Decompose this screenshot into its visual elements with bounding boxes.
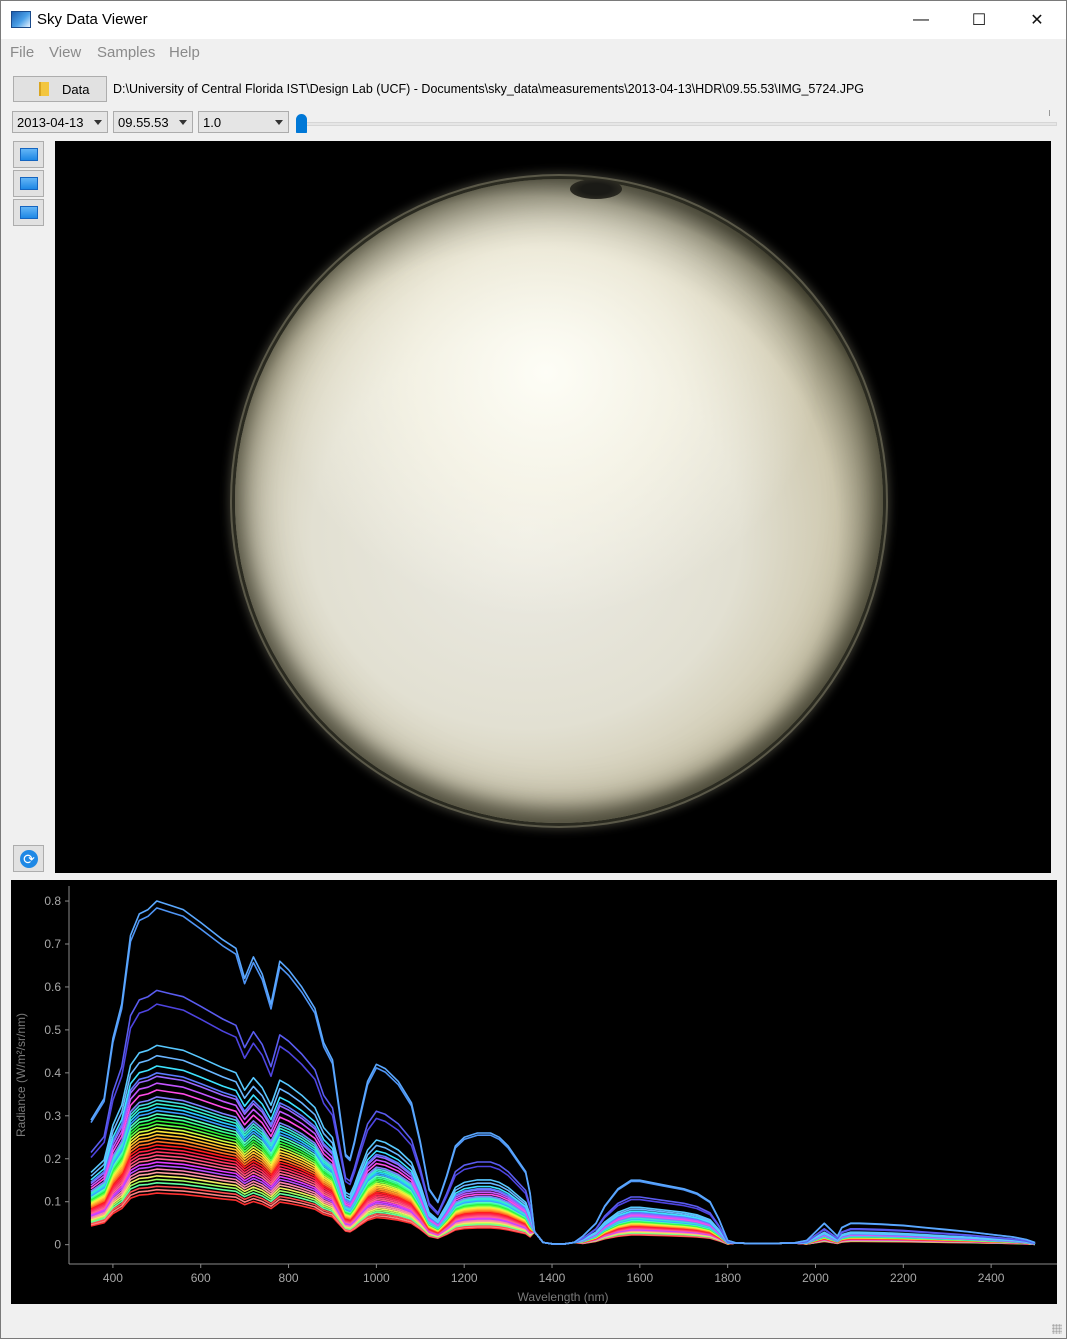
time-select-value: 09.55.53 (118, 115, 169, 130)
exposure-slider-track[interactable] (297, 122, 1057, 126)
screen-icon (20, 177, 38, 190)
view-button-1[interactable] (13, 141, 44, 168)
fisheye-sky-image (235, 179, 883, 823)
x-tick-label: 1000 (363, 1271, 390, 1285)
spectrum-series-line (90, 1003, 1036, 1245)
sensor-dome-marker (570, 179, 622, 199)
x-tick-label: 2200 (890, 1271, 917, 1285)
folder-icon (39, 82, 49, 96)
spectral-radiance-chart[interactable]: 0 0.1 0.2 0.3 0.4 0.5 0.6 0.7 0.8 400 600 800 1000 12… (11, 880, 1057, 1304)
chart-svg: 0 0.1 0.2 0.3 0.4 0.5 0.6 0.7 0.8 400 600 800 1000 12… (14, 886, 1057, 1304)
x-tick-label: 1200 (451, 1271, 478, 1285)
sky-app-icon (11, 11, 31, 28)
y-tick-label: 0.3 (44, 1109, 61, 1123)
spectrum-series-line (90, 900, 1036, 1245)
y-tick-label: 0.5 (44, 1023, 61, 1037)
menu-bar: File View Samples Help (1, 41, 1066, 63)
spectrum-series-line (90, 989, 1036, 1245)
x-tick-label: 1400 (539, 1271, 566, 1285)
menu-samples[interactable]: Samples (97, 44, 156, 61)
y-tick-label: 0.4 (44, 1066, 61, 1080)
refresh-icon: ⟳ (20, 850, 38, 868)
x-tick-label: 800 (279, 1271, 299, 1285)
exposure-select-value: 1.0 (203, 115, 222, 130)
menu-help[interactable]: Help (169, 44, 200, 61)
chevron-down-icon (94, 120, 102, 125)
title-bar: Sky Data Viewer — ☐ ✕ (1, 1, 1066, 39)
exposure-slider-thumb[interactable] (296, 114, 307, 133)
spectrum-series-line (90, 1133, 1036, 1245)
data-button-label: Data (62, 81, 90, 97)
time-select[interactable]: 09.55.53 (113, 111, 193, 133)
x-tick-label: 1600 (626, 1271, 653, 1285)
spectrum-series-line (90, 1140, 1036, 1245)
view-button-3[interactable] (13, 199, 44, 226)
spectrum-series-line (90, 1044, 1036, 1245)
close-button[interactable]: ✕ (1030, 12, 1044, 29)
view-button-2[interactable] (13, 170, 44, 197)
sky-image-view[interactable] (55, 141, 1051, 873)
menu-view[interactable]: View (49, 44, 82, 61)
screen-icon (20, 148, 38, 161)
refresh-button[interactable]: ⟳ (13, 845, 44, 872)
x-axis-label: Wavelength (nm) (518, 1290, 609, 1304)
y-tick-label: 0.8 (44, 894, 61, 908)
x-tick-label: 400 (103, 1271, 123, 1285)
data-folder-button[interactable]: Data (13, 76, 107, 102)
menu-file[interactable]: File (10, 44, 35, 61)
spectrum-series-line (90, 1127, 1036, 1245)
fisheye-vignette (235, 179, 883, 823)
spectrum-series-line (90, 1161, 1036, 1245)
screen-icon (20, 206, 38, 219)
maximize-button[interactable]: ☐ (971, 12, 987, 29)
x-tick-label: 2400 (978, 1271, 1005, 1285)
window-title: Sky Data Viewer (37, 11, 148, 28)
y-axis-label: Radiance (W/m²/sr/nm) (14, 1013, 28, 1137)
y-tick-label: 0.1 (44, 1195, 61, 1209)
x-tick-label: 600 (191, 1271, 211, 1285)
file-path: D:\University of Central Florida IST\Des… (113, 82, 865, 96)
y-tick-label: 0.7 (44, 937, 61, 951)
x-tick-label: 1800 (714, 1271, 741, 1285)
y-tick-label: 0.6 (44, 980, 61, 994)
y-tick-label: 0 (54, 1238, 61, 1252)
minimize-button[interactable]: — (913, 11, 929, 28)
date-select-value: 2013-04-13 (17, 115, 84, 130)
spectrum-series-line (90, 1123, 1036, 1245)
resize-grip[interactable] (1052, 1324, 1062, 1334)
slider-tick (1049, 110, 1050, 116)
date-select[interactable]: 2013-04-13 (12, 111, 108, 133)
chevron-down-icon (275, 120, 283, 125)
y-tick-label: 0.2 (44, 1152, 61, 1166)
chevron-down-icon (179, 120, 187, 125)
exposure-select[interactable]: 1.0 (198, 111, 289, 133)
x-tick-label: 2000 (802, 1271, 829, 1285)
spectrum-series-line (90, 1075, 1036, 1245)
